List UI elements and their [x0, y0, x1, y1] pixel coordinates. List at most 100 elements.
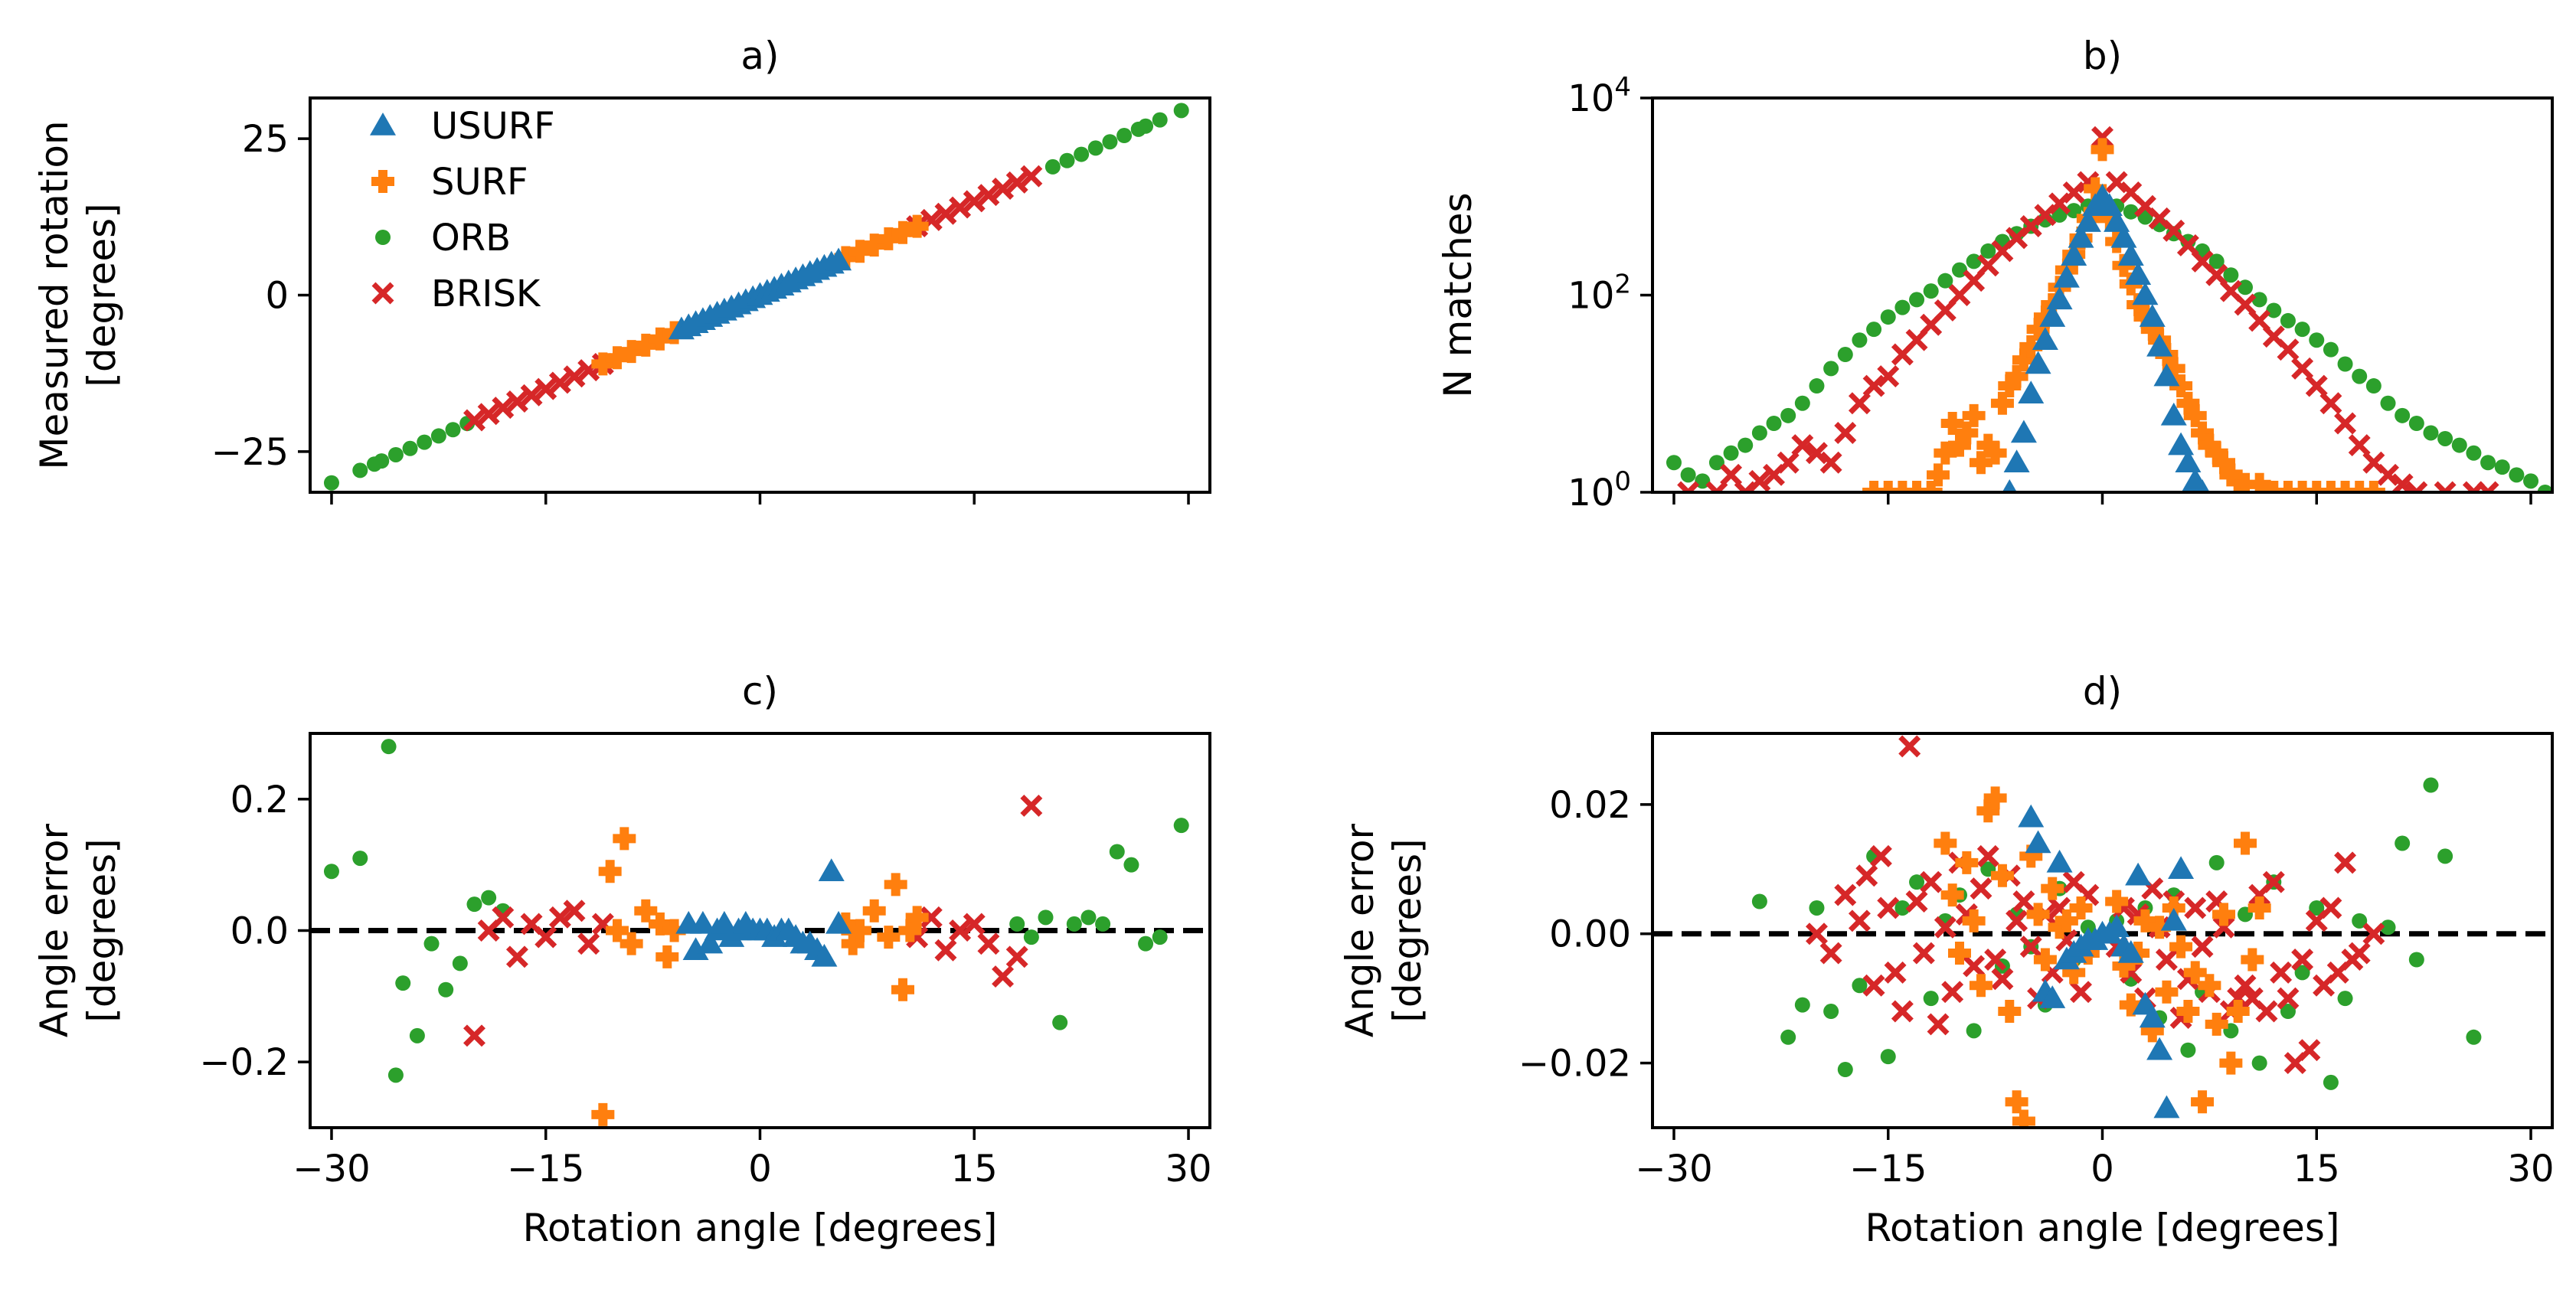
point-surf — [905, 906, 929, 929]
point-surf — [605, 919, 629, 942]
point-orb — [452, 955, 468, 972]
point-brisk — [2319, 896, 2342, 919]
point-surf — [2097, 207, 2121, 230]
point-orb — [1138, 936, 1154, 952]
series-brisk — [1677, 126, 2499, 492]
point-usurf — [682, 937, 709, 960]
point-orb — [1152, 929, 1168, 945]
series-brisk — [463, 165, 1043, 432]
point-surf — [2055, 909, 2078, 932]
point-surf — [2169, 374, 2193, 398]
point-surf — [2026, 318, 2050, 341]
point-orb — [1909, 874, 1925, 890]
point-orb — [1894, 299, 1911, 315]
point-surf — [2048, 916, 2071, 939]
panel-d: d) −30 −15 0 15 30 −0.02 0.00 0.02 Rotation angle… — [1338, 669, 2555, 1250]
y-axis-label: Angle error[degrees] — [32, 823, 124, 1037]
point-brisk — [463, 409, 485, 432]
point-brisk — [2348, 942, 2371, 965]
point-brisk — [2377, 463, 2399, 486]
point-surf — [1962, 403, 1986, 427]
point-usurf — [697, 930, 724, 954]
point-surf — [877, 227, 901, 250]
point-orb — [1173, 103, 1189, 119]
panel-b: b) 100 102 104 N matches — [1436, 34, 2554, 514]
point-usurf — [2002, 479, 2017, 492]
point-usurf — [2160, 907, 2187, 931]
point-surf — [2155, 980, 2179, 1004]
point-orb — [2352, 913, 2368, 929]
point-orb — [2123, 204, 2139, 220]
point-brisk — [1963, 955, 1986, 978]
point-surf — [619, 340, 643, 364]
point-surf — [1940, 883, 1964, 907]
point-orb — [481, 890, 497, 906]
point-surf — [877, 926, 901, 949]
panel-a: a) −25 0 25 Measured rotation[degrees] USURF S… — [32, 34, 1211, 505]
point-brisk — [534, 926, 557, 949]
point-orb — [1737, 437, 1754, 453]
point-orb — [2208, 253, 2225, 269]
y-tick-label: −0.02 — [1518, 1043, 1631, 1086]
point-brisk — [2391, 473, 2414, 492]
point-surf — [2212, 451, 2236, 475]
point-orb — [2309, 332, 2325, 348]
point-brisk — [1912, 942, 1935, 965]
point-surf — [591, 1102, 615, 1126]
point-orb — [2294, 965, 2310, 981]
series-usurf — [2018, 804, 2195, 1118]
point-orb — [1173, 818, 1189, 834]
point-surf — [1969, 451, 1992, 475]
point-orb — [1074, 146, 1090, 162]
point-orb — [2395, 407, 2411, 423]
point-brisk — [2070, 981, 2092, 1004]
point-orb — [1095, 916, 1111, 932]
point-brisk — [1976, 844, 1999, 867]
point-brisk — [2234, 974, 2257, 997]
point-orb — [1116, 128, 1133, 144]
point-orb — [1138, 118, 1154, 134]
point-usurf — [2104, 914, 2130, 938]
point-surf — [1955, 421, 1979, 445]
point-brisk — [492, 906, 515, 929]
point-brisk — [1020, 794, 1043, 817]
x-tick-label: 15 — [951, 1148, 998, 1190]
point-brisk — [1898, 735, 1921, 758]
point-orb — [1009, 916, 1025, 932]
point-brisk — [1869, 844, 1892, 867]
point-orb — [2365, 378, 2381, 394]
point-orb — [2337, 991, 2353, 1007]
point-orb — [1923, 283, 1939, 299]
point-orb — [1087, 140, 1103, 156]
point-brisk — [2184, 896, 2207, 919]
x-tick-label: 0 — [748, 1148, 772, 1190]
point-orb — [2380, 395, 2396, 411]
y-tick-label: 0.00 — [1549, 913, 1631, 956]
point-surf — [2148, 916, 2172, 939]
point-brisk — [520, 384, 543, 407]
series-surf — [591, 827, 929, 1126]
point-brisk — [2270, 961, 2293, 984]
point-orb — [1837, 347, 1853, 363]
point-brisk — [1877, 365, 1900, 388]
point-orb — [1880, 1049, 1896, 1065]
point-orb — [374, 453, 390, 469]
point-orb — [1044, 158, 1061, 175]
point-brisk — [2476, 481, 2499, 492]
point-orb — [2494, 459, 2510, 475]
point-surf — [605, 346, 629, 370]
point-surf — [2069, 896, 2093, 919]
point-brisk — [2434, 481, 2457, 492]
point-brisk — [1855, 864, 1878, 887]
point-surf — [1934, 831, 1957, 855]
point-surf — [1969, 974, 1992, 998]
point-brisk — [1920, 870, 1943, 893]
point-usurf — [2132, 282, 2159, 305]
point-surf — [2062, 961, 2086, 985]
point-orb — [1080, 909, 1097, 926]
point-orb — [1852, 978, 1868, 994]
point-surf — [1976, 799, 2000, 823]
point-surf — [1976, 433, 2000, 457]
point-brisk — [934, 202, 957, 225]
legend-marker-surf — [371, 170, 394, 193]
